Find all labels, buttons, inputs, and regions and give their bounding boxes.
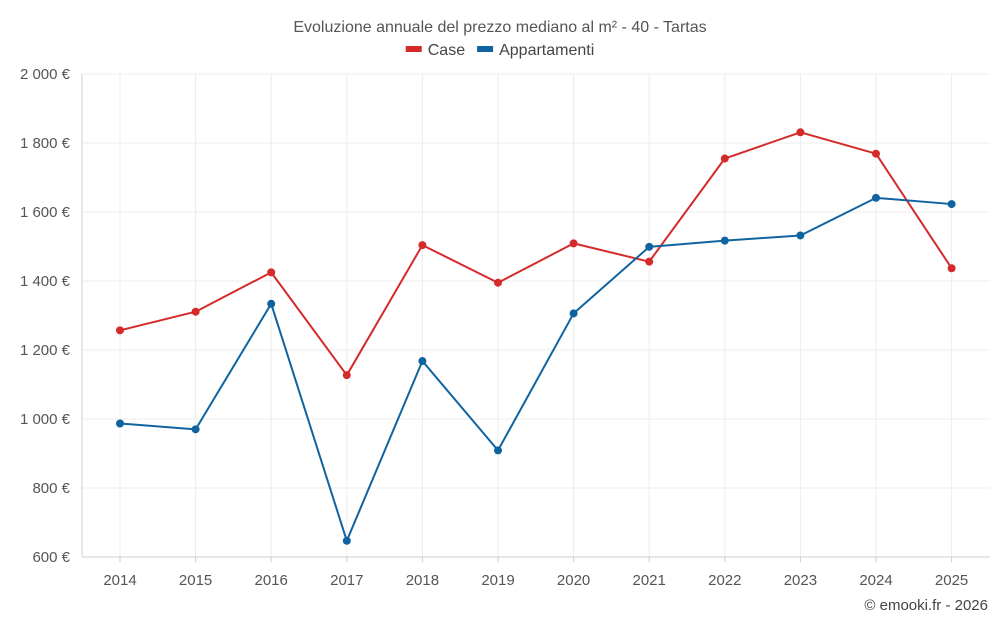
x-tick-label: 2025 bbox=[935, 572, 968, 589]
data-point-case[interactable] bbox=[569, 239, 578, 248]
x-tick-label: 2022 bbox=[708, 572, 741, 589]
data-point-case[interactable] bbox=[645, 257, 654, 266]
legend-swatch bbox=[477, 46, 494, 52]
y-tick-label: 1 000 € bbox=[20, 411, 71, 428]
data-point-appartamenti[interactable] bbox=[645, 242, 654, 251]
data-point-case[interactable] bbox=[342, 371, 351, 380]
data-point-case[interactable] bbox=[947, 264, 956, 273]
credit-text: © emooki.fr - 2026 bbox=[864, 597, 988, 614]
y-tick-label: 800 € bbox=[32, 480, 70, 497]
series-layer bbox=[116, 128, 956, 545]
series-case bbox=[116, 128, 956, 380]
x-tick-label: 2018 bbox=[406, 572, 439, 589]
x-tick-label: 2017 bbox=[330, 572, 363, 589]
data-point-case[interactable] bbox=[872, 149, 880, 158]
data-point-appartamenti[interactable] bbox=[796, 231, 805, 240]
y-tick-label: 600 € bbox=[32, 549, 70, 566]
legend: Case Appartamenti bbox=[405, 42, 594, 59]
data-point-appartamenti[interactable] bbox=[116, 419, 124, 428]
data-point-appartamenti[interactable] bbox=[872, 193, 880, 202]
data-point-appartamenti[interactable] bbox=[342, 536, 351, 545]
data-point-appartamenti[interactable] bbox=[267, 299, 276, 308]
data-point-appartamenti[interactable] bbox=[947, 200, 956, 209]
axes: 600 € 800 € 1 000 € 1 200 € 1 400 € 1 600 € 1 … bbox=[20, 66, 990, 589]
legend-swatch bbox=[405, 46, 422, 52]
data-point-appartamenti[interactable] bbox=[569, 309, 578, 318]
chart-title: Evoluzione annuale del prezzo mediano al… bbox=[293, 19, 706, 36]
y-tick-label: 2 000 € bbox=[20, 66, 71, 83]
x-tick-label: 2016 bbox=[255, 572, 288, 589]
legend-label: Case bbox=[428, 42, 465, 59]
data-point-case[interactable] bbox=[418, 241, 427, 250]
data-point-case[interactable] bbox=[796, 128, 805, 137]
data-point-appartamenti[interactable] bbox=[191, 425, 200, 434]
data-point-case[interactable] bbox=[116, 326, 124, 335]
grid bbox=[82, 73, 990, 558]
legend-label: Appartamenti bbox=[499, 42, 594, 59]
series-line-appartamenti bbox=[119, 196, 952, 542]
series-appartamenti bbox=[116, 193, 956, 545]
y-tick-label: 1 800 € bbox=[20, 135, 71, 152]
data-point-case[interactable] bbox=[191, 307, 200, 316]
x-tick-label: 2021 bbox=[633, 572, 666, 589]
y-tick-label: 1 200 € bbox=[20, 342, 71, 359]
y-tick-label: 1 600 € bbox=[20, 204, 71, 221]
data-point-appartamenti[interactable] bbox=[720, 236, 729, 245]
data-point-case[interactable] bbox=[720, 154, 729, 163]
series-line-case bbox=[119, 131, 953, 377]
x-tick-label: 2024 bbox=[859, 572, 892, 589]
data-point-appartamenti[interactable] bbox=[418, 357, 427, 366]
x-tick-label: 2019 bbox=[481, 572, 514, 589]
data-point-case[interactable] bbox=[494, 278, 502, 287]
x-tick-label: 2014 bbox=[103, 572, 136, 589]
data-point-appartamenti[interactable] bbox=[494, 446, 502, 455]
legend-item-appartamenti[interactable]: Appartamenti bbox=[477, 42, 594, 59]
data-point-case[interactable] bbox=[267, 268, 276, 277]
legend-item-case[interactable]: Case bbox=[405, 42, 465, 59]
y-tick-label: 1 400 € bbox=[20, 273, 71, 290]
x-tick-label: 2023 bbox=[784, 572, 817, 589]
x-tick-label: 2015 bbox=[179, 572, 212, 589]
x-tick-label: 2020 bbox=[557, 572, 590, 589]
